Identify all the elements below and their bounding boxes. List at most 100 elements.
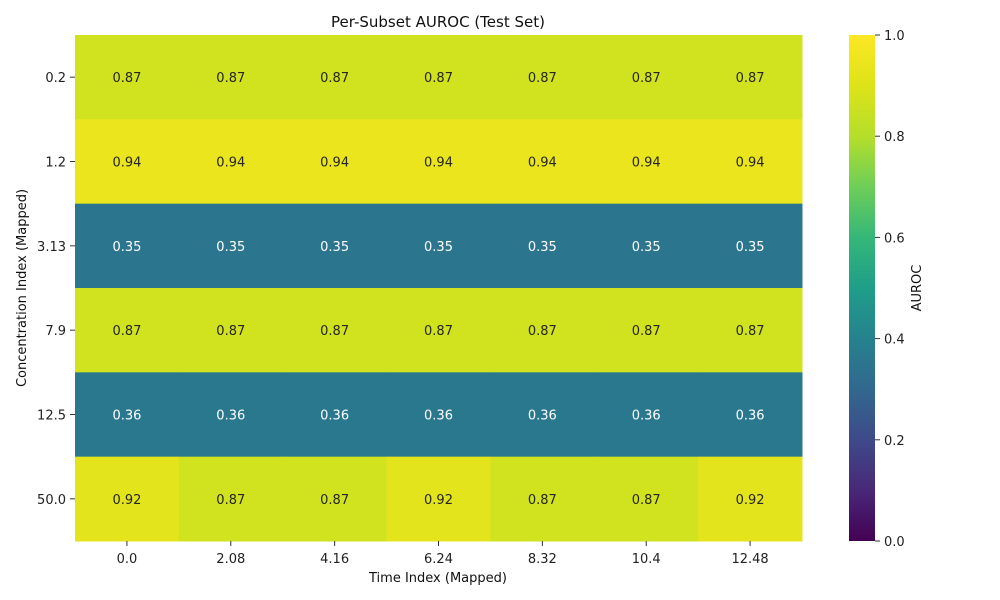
heatmap-cell <box>594 456 699 542</box>
heatmap-cell <box>490 119 595 205</box>
y-tick-label: 0.2 <box>45 71 66 86</box>
cell-value-label: 0.92 <box>424 493 453 508</box>
y-tick-label: 3.13 <box>37 240 66 255</box>
heatmap-cell <box>386 372 491 458</box>
x-tick-label: 12.48 <box>731 552 768 567</box>
cell-value-label: 0.36 <box>424 409 453 424</box>
x-tick-label: 4.16 <box>320 552 349 567</box>
heatmap-cell <box>594 288 699 373</box>
heatmap-cell <box>490 456 595 542</box>
colorbar <box>849 35 875 541</box>
cell-value-label: 0.35 <box>216 240 245 255</box>
y-tick-label: 7.9 <box>45 324 66 339</box>
cell-value-label: 0.87 <box>112 71 141 86</box>
heatmap-cell <box>386 203 491 289</box>
heatmap-cell <box>75 35 180 120</box>
cell-value-label: 0.94 <box>424 156 453 171</box>
heatmap-cell <box>178 203 284 289</box>
colorbar-label: AUROC <box>910 265 925 312</box>
y-tick-label: 12.5 <box>37 409 66 424</box>
cell-value-label: 0.87 <box>112 324 141 339</box>
cell-value-label: 0.87 <box>528 71 557 86</box>
colorbar-ticks: 0.0 0.2 0.4 0.6 0.8 1.0 <box>875 29 905 550</box>
colorbar-tick-label: 0.2 <box>884 434 905 449</box>
cell-value-label: 0.87 <box>216 71 245 86</box>
heatmap-cell <box>75 203 180 289</box>
cell-value-label: 0.92 <box>112 493 141 508</box>
heatmap-cell <box>75 288 180 373</box>
heatmap-cell <box>490 203 595 289</box>
colorbar-tick-label: 0.6 <box>884 231 905 246</box>
heatmap-cell <box>490 372 595 458</box>
heatmap-cell <box>698 372 803 458</box>
cell-value-label: 0.87 <box>216 493 245 508</box>
chart-title: Per-Subset AUROC (Test Set) <box>331 13 545 31</box>
x-tick-label: 10.4 <box>632 552 661 567</box>
heatmap-cell <box>75 119 180 205</box>
heatmap-cell <box>594 372 699 458</box>
heatmap-cell <box>698 456 803 542</box>
heatmap-cell <box>594 119 699 205</box>
cell-value-label: 0.87 <box>320 324 349 339</box>
cell-value-label: 0.87 <box>528 324 557 339</box>
heatmap-cell <box>282 372 388 458</box>
cell-value-label: 0.36 <box>112 409 141 424</box>
heatmap-cell <box>178 372 284 458</box>
cell-value-label: 0.87 <box>632 493 661 508</box>
heatmap-cell <box>282 35 388 120</box>
cell-value-label: 0.87 <box>632 71 661 86</box>
heatmap-cell <box>490 288 595 373</box>
colorbar-tick-label: 0.4 <box>884 333 905 348</box>
cell-value-label: 0.87 <box>320 71 349 86</box>
heatmap-cell <box>698 203 803 289</box>
cell-value-label: 0.36 <box>320 409 349 424</box>
x-axis-label: Time Index (Mapped) <box>368 571 507 586</box>
x-tick-label: 0.0 <box>117 552 138 567</box>
heatmap-cell <box>490 35 595 120</box>
y-tick-label: 1.2 <box>45 156 66 171</box>
cell-value-label: 0.94 <box>112 156 141 171</box>
heatmap-cell <box>75 372 180 458</box>
heatmap-cell <box>698 35 803 120</box>
heatmap-cell-labels: 0.87 0.87 0.87 0.87 0.87 0.87 0.87 0.94 0.94 0.94… <box>112 71 764 508</box>
heatmap-cell <box>386 456 491 542</box>
heatmap-cell <box>75 456 180 542</box>
y-axis-label: Concentration Index (Mapped) <box>15 189 30 387</box>
heatmap-cell <box>594 35 699 120</box>
cell-value-label: 0.87 <box>736 71 765 86</box>
cell-value-label: 0.35 <box>528 240 557 255</box>
y-tick-label: 50.0 <box>37 493 66 508</box>
cell-value-label: 0.36 <box>736 409 765 424</box>
heatmap-cell <box>594 203 699 289</box>
heatmap-cell <box>282 288 388 373</box>
cell-value-label: 0.87 <box>216 324 245 339</box>
heatmap-cell <box>282 119 388 205</box>
cell-value-label: 0.87 <box>736 324 765 339</box>
heatmap-cell <box>698 119 803 205</box>
cell-value-label: 0.87 <box>528 493 557 508</box>
cell-value-label: 0.94 <box>632 156 661 171</box>
y-axis-ticks: 0.2 1.2 3.13 7.9 12.5 50.0 <box>37 71 75 508</box>
heatmap-cells <box>75 35 803 542</box>
x-tick-label: 8.32 <box>528 552 557 567</box>
heatmap-cell <box>386 288 491 373</box>
cell-value-label: 0.35 <box>736 240 765 255</box>
heatmap-cell <box>386 119 491 205</box>
x-tick-label: 2.08 <box>216 552 245 567</box>
cell-value-label: 0.36 <box>528 409 557 424</box>
heatmap-cell <box>178 288 284 373</box>
cell-value-label: 0.94 <box>216 156 245 171</box>
cell-value-label: 0.94 <box>528 156 557 171</box>
heatmap-cell <box>386 35 491 120</box>
cell-value-label: 0.94 <box>320 156 349 171</box>
heatmap-cell <box>282 456 388 542</box>
cell-value-label: 0.35 <box>112 240 141 255</box>
cell-value-label: 0.87 <box>424 324 453 339</box>
heatmap-cell <box>282 203 388 289</box>
cell-value-label: 0.35 <box>424 240 453 255</box>
colorbar-tick-label: 0.0 <box>884 535 905 550</box>
heatmap-cell <box>178 456 284 542</box>
cell-value-label: 0.87 <box>424 71 453 86</box>
cell-value-label: 0.87 <box>320 493 349 508</box>
